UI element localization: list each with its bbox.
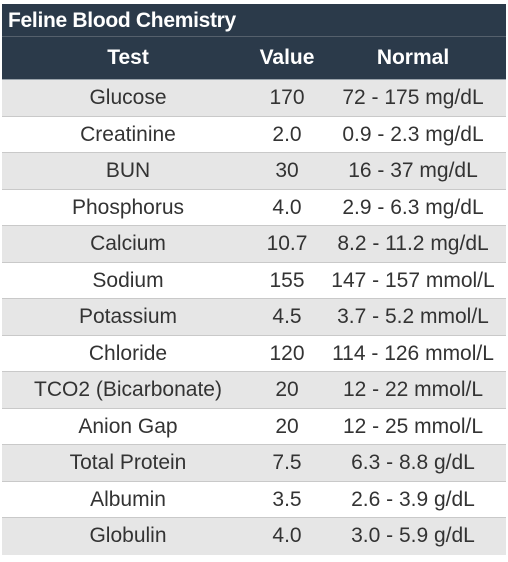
cell-value: 7.5 xyxy=(272,451,302,474)
cell-value: 155 xyxy=(269,268,305,292)
cell-test: Chloride xyxy=(88,341,168,365)
cell-normal: 6.3 - 8.8 g/dL xyxy=(351,451,475,474)
table-row: TCO2 (Bicarbonate) 20 12 - 22 mmol/L xyxy=(2,372,506,409)
blood-chemistry-table: Feline Blood Chemistry Test Value Normal… xyxy=(2,4,506,555)
table-row: Total Protein 7.5 6.3 - 8.8 g/dL xyxy=(2,445,506,482)
table-row: Calcium 10.7 8.2 - 11.2 mg/dL xyxy=(2,226,506,263)
header-test: Test xyxy=(107,46,149,69)
cell-normal: 12 - 25 mmol/L xyxy=(342,414,484,438)
cell-value: 3.5 xyxy=(272,487,302,511)
table-row: Albumin 3.5 2.6 - 3.9 g/dL xyxy=(2,481,506,518)
cell-test: BUN xyxy=(105,159,151,182)
cell-normal: 114 - 126 mmol/L xyxy=(332,341,494,365)
cell-value: 4.0 xyxy=(272,195,302,219)
cell-test: Anion Gap xyxy=(78,414,178,438)
cell-normal: 3.7 - 5.2 mmol/L xyxy=(337,305,489,328)
cell-test: Globulin xyxy=(89,524,167,547)
cell-normal: 2.9 - 6.3 mg/dL xyxy=(342,195,484,219)
cell-test: Potassium xyxy=(78,305,178,328)
table-row: BUN 30 16 - 37 mg/dL xyxy=(2,153,506,190)
table-title: Feline Blood Chemistry xyxy=(2,4,506,37)
table-row: Globulin 4.0 3.0 - 5.9 g/dL xyxy=(2,518,506,555)
cell-normal: 2.6 - 3.9 g/dL xyxy=(351,487,475,511)
header-normal: Normal xyxy=(376,46,450,69)
table-row: Chloride 120 114 - 126 mmol/L xyxy=(2,335,506,372)
cell-value: 2.0 xyxy=(272,122,302,146)
cell-normal: 16 - 37 mg/dL xyxy=(348,159,478,182)
table-row: Potassium 4.5 3.7 - 5.2 mmol/L xyxy=(2,299,506,336)
cell-test: Phosphorus xyxy=(71,195,185,219)
cell-value: 120 xyxy=(269,341,305,365)
cell-normal: 3.0 - 5.9 g/dL xyxy=(351,524,475,547)
table-row: Sodium 155 147 - 157 mmol/L xyxy=(2,262,506,299)
cell-normal: 12 - 22 mmol/L xyxy=(342,378,484,401)
cell-value: 10.7 xyxy=(266,232,308,255)
cell-value: 4.0 xyxy=(272,524,302,547)
cell-value: 20 xyxy=(275,414,299,438)
header-value: Value xyxy=(259,46,315,69)
cell-value: 30 xyxy=(275,159,299,182)
cell-normal: 8.2 - 11.2 mg/dL xyxy=(337,232,489,255)
cell-value: 4.5 xyxy=(272,305,302,328)
cell-value: 170 xyxy=(269,86,305,109)
table-body: Glucose 170 72 - 175 mg/dL Creatinine 2.0 0.9… xyxy=(2,80,506,555)
table-row: Creatinine 2.0 0.9 - 2.3 mg/dL xyxy=(2,116,506,153)
table-row: Phosphorus 4.0 2.9 - 6.3 mg/dL xyxy=(2,189,506,226)
cell-value: 20 xyxy=(275,378,299,401)
table-row: Glucose 170 72 - 175 mg/dL xyxy=(2,80,506,117)
cell-normal: 147 - 157 mmol/L xyxy=(331,268,495,292)
table-row: Anion Gap 20 12 - 25 mmol/L xyxy=(2,408,506,445)
cell-normal: 72 - 175 mg/dL xyxy=(342,86,484,109)
cell-test: TCO2 (Bicarbonate) xyxy=(34,378,222,401)
cell-test: Total Protein xyxy=(69,451,187,474)
cell-test: Creatinine xyxy=(80,122,176,146)
cell-normal: 0.9 - 2.3 mg/dL xyxy=(342,122,484,146)
cell-test: Albumin xyxy=(90,487,166,511)
cell-test: Calcium xyxy=(90,232,166,255)
table-header-row: Test Value Normal xyxy=(2,37,506,80)
cell-test: Glucose xyxy=(89,86,167,109)
cell-test: Sodium xyxy=(92,268,164,292)
